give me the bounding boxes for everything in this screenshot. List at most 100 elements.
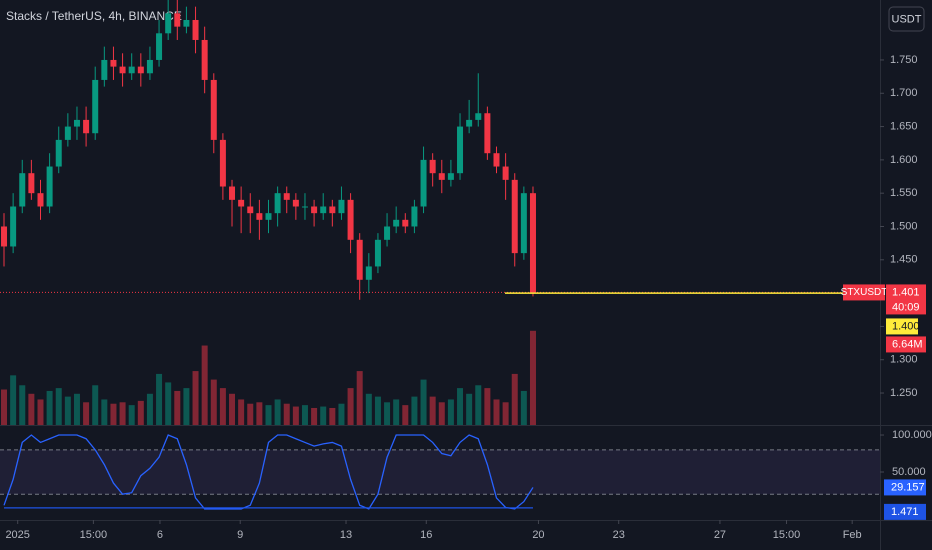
candle-body [511,179,518,254]
volume-bar [101,399,108,425]
volume-bar [347,388,354,425]
volume-bar [374,396,381,425]
candle-body [83,119,90,134]
volume-bar [384,402,391,425]
candle-body [393,219,400,227]
currency-button-label[interactable]: USDT [892,13,922,25]
x-tick-label: Feb [843,529,862,541]
candle-body [210,79,217,140]
x-tick-label: 27 [714,529,726,541]
candle-body [384,226,391,240]
candle-body [55,139,62,167]
candle-body [247,206,254,214]
volume-bar [146,393,153,425]
volume-bar [256,402,263,425]
volume-bar [92,385,99,425]
volume-bar [438,402,445,425]
x-tick-label: 9 [237,529,243,541]
volume-bar [1,389,8,425]
candle-body [64,126,71,140]
candle-body [329,206,336,214]
volume-bar [28,393,35,425]
candle-body [119,66,126,74]
symbol-badge [843,284,885,301]
volume-bar [301,405,308,425]
candle-body [411,206,418,227]
volume-bar [529,330,536,425]
candle-body [338,199,345,214]
volume-bar [292,406,299,425]
volume-bar [338,403,345,425]
candle-body [447,173,454,180]
candle-body [201,39,208,80]
candle-body [137,66,144,74]
candle-body [10,206,17,247]
volume-bar [229,393,236,425]
currency-button[interactable] [888,6,925,32]
candle-body [466,119,473,127]
volume-bar [83,402,90,425]
volume-bar [46,390,53,425]
volume-bar [219,388,226,425]
candle-body [402,219,409,227]
stoch-tick-label: 50.000 [892,466,926,478]
y-tick-label: 1.250 [890,387,918,399]
candle-body [374,239,381,267]
stoch-badge [884,503,926,520]
candle-body [73,119,80,127]
x-tick-label: 13 [340,529,352,541]
y-tick-label: 1.750 [890,54,918,66]
volume-bar [19,385,26,425]
candle-body [92,79,99,134]
candle-body [301,206,308,208]
y-tick-label: 1.450 [890,254,918,266]
volume-bar [110,403,117,425]
x-tick-label: 23 [613,529,625,541]
candle-body [502,166,509,180]
volume-bar [265,405,272,425]
x-tick-label: 2025 [5,529,29,541]
volume-bar [183,388,190,425]
volume-bar [247,403,254,425]
volume-bar [55,388,62,425]
x-tick-label: 15:00 [80,529,108,541]
candle-body [110,59,117,67]
volume-bar [238,399,245,425]
candle-body [520,193,527,254]
candle-body [156,33,163,60]
candle-body [347,199,354,240]
volume-bar [274,399,281,425]
volume-bar [411,396,418,425]
stoch-badge-label: 1.471 [891,506,919,518]
chart-title: Stacks / TetherUS, 4h, BINANCE [6,9,182,23]
stoch-band [0,449,880,495]
candle-body [457,126,464,174]
countdown-label: 40:09 [892,301,920,313]
x-tick-label: 20 [532,529,544,541]
volume-bar [137,400,144,425]
volume-bar [174,390,181,425]
volume-badge-label: 6.64M [892,338,923,350]
price-badge [886,284,926,315]
alert-badge [886,318,918,335]
price-badge-label: 1.401 [892,286,920,298]
candle-body [493,153,500,167]
candle-body [420,159,427,207]
candle-body [429,159,436,174]
candle-body [438,173,445,180]
candle-body [37,193,44,207]
candle-body [1,226,8,247]
candle-body [320,206,327,214]
volume-bar [119,402,126,425]
volume-bar [128,405,135,425]
volume-bar [402,405,409,425]
candle-body [28,173,35,194]
volume-bar [475,385,482,425]
y-tick-label: 1.700 [890,87,918,99]
volume-bar [447,399,454,425]
stoch-tick-label: 100.000 [892,429,932,441]
volume-bar [64,396,71,425]
volume-bar [283,403,290,425]
